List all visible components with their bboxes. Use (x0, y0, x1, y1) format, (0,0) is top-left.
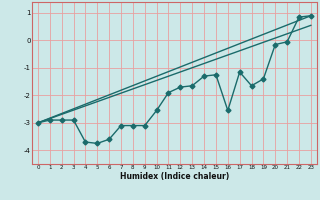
X-axis label: Humidex (Indice chaleur): Humidex (Indice chaleur) (120, 172, 229, 181)
